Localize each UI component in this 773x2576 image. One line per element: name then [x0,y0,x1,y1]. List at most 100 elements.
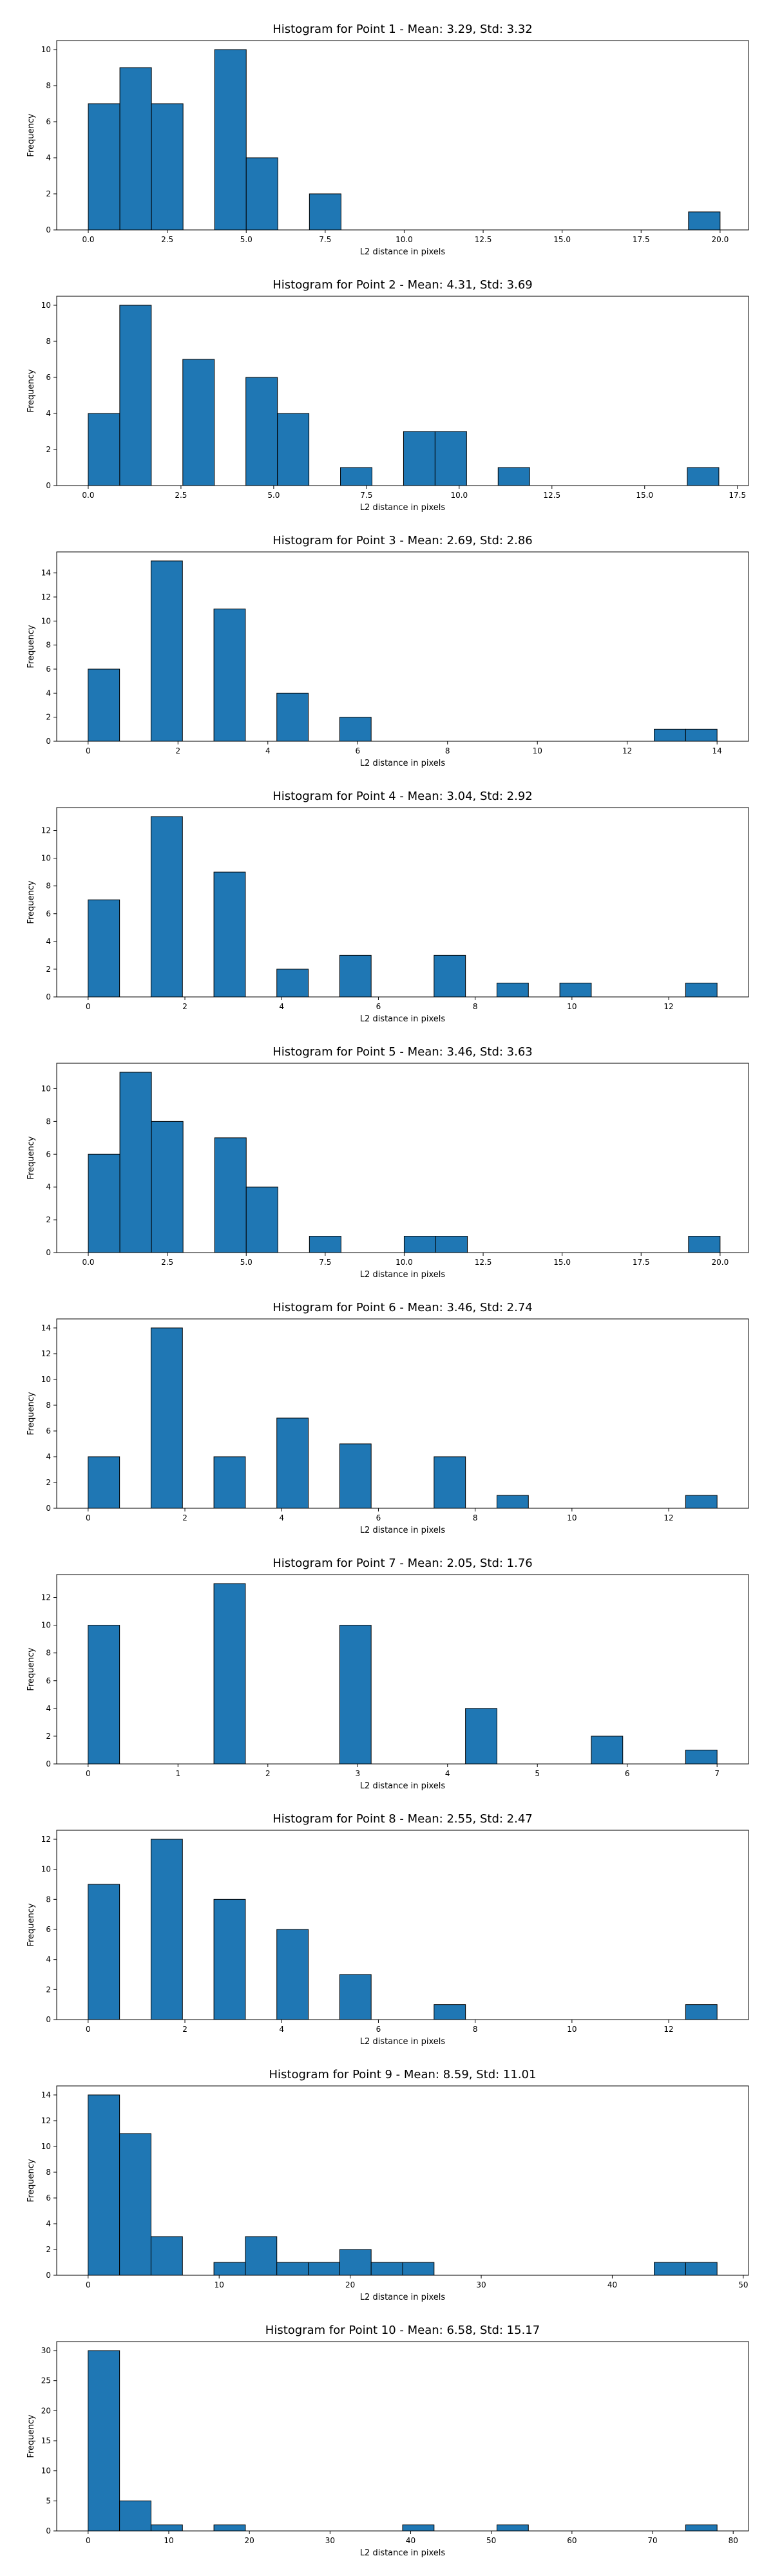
histogram-bar [559,982,592,998]
y-tick-label: 10 [41,1084,51,1093]
y-tick-label: 4 [46,1704,51,1713]
x-tick-label: 0 [86,1002,91,1011]
histogram-bar [497,467,530,486]
x-tick-label: 4 [265,746,271,755]
histogram-bar [496,2524,529,2532]
x-tick-label: 2 [182,1513,187,1522]
histogram-bar [119,305,152,486]
y-tick-label: 6 [46,2193,51,2202]
y-tick-label: 12 [41,1349,51,1358]
y-tick-label: 10 [41,1375,51,1384]
x-tick-label: 10.0 [396,1258,413,1267]
y-axis-label: Frequency [26,1903,36,1946]
histogram-bar [496,1495,529,1509]
x-tick-label: 17.5 [729,491,746,500]
x-tick-label: 12.5 [543,491,560,500]
plot-frame [56,2085,749,2276]
histogram-bar [88,1884,120,2020]
y-tick-label: 12 [41,2116,51,2125]
y-tick-label: 10 [41,1865,51,1874]
x-axis-label: L2 distance in pixels [360,247,446,257]
y-tick-label: 0 [46,2271,51,2280]
x-tick-label: 15.0 [636,491,653,500]
histogram-bar [340,467,372,486]
x-tick-label: 7.5 [360,491,372,500]
y-tick-label: 8 [46,1117,51,1126]
x-tick-label: 10 [164,2536,173,2545]
histogram-bar [654,2262,686,2276]
chart-title: Histogram for Point 8 - Mean: 2.55, Std:… [272,1812,533,1826]
histogram-bar [245,377,278,486]
histogram-bar [339,2249,372,2276]
plot-frame [56,551,749,742]
y-tick-label: 20 [41,2406,51,2415]
y-tick-label: 0 [46,1248,51,1257]
histogram-panel-6: Histogram for Point 6 - Mean: 3.46, Std:… [26,1301,749,1535]
chart-title: Histogram for Point 10 - Mean: 6.58, Std… [265,2324,540,2337]
bars [88,1583,718,1765]
plot-frame [56,296,749,486]
x-tick-label: 10.0 [396,235,413,244]
y-tick-label: 0 [46,1759,51,1768]
histogram-bar [245,1186,278,1253]
x-tick-label: 0 [86,1769,91,1778]
histogram-bar [214,1137,247,1253]
histogram-bar [151,103,184,231]
histogram-bar [276,2262,309,2276]
y-tick-label: 8 [46,2168,51,2177]
y-axis-label: Frequency [26,625,36,668]
histogram-bar [150,2236,183,2276]
histogram-bar [434,2004,466,2020]
histogram-bar [88,899,120,998]
x-axis-label: L2 distance in pixels [360,1014,446,1024]
x-tick-label: 4 [445,1769,450,1778]
y-tick-label: 0 [46,992,51,1001]
x-tick-label: 6 [376,2025,381,2034]
y-tick-label: 0 [46,225,51,234]
x-tick-label: 2 [182,2025,187,2034]
y-tick-label: 0 [46,737,51,746]
x-tick-label: 15.0 [553,235,571,244]
y-tick-label: 4 [46,1955,51,1964]
x-tick-label: 30 [325,2536,335,2545]
y-tick-label: 14 [41,569,51,578]
histogram-bar [370,2262,403,2276]
y-tick-label: 2 [46,1478,51,1487]
bars [88,2094,718,2276]
x-tick-label: 20.0 [712,235,729,244]
x-tick-label: 50 [486,2536,496,2545]
y-tick-label: 12 [41,592,51,601]
bars [88,1839,718,2020]
x-tick-label: 2.5 [161,1258,173,1267]
histogram-bar [245,2236,278,2276]
y-tick-label: 12 [41,1593,51,1602]
x-tick-label: 40 [406,2536,415,2545]
x-tick-label: 7.5 [319,235,331,244]
x-axis-label: L2 distance in pixels [360,759,446,768]
y-tick-label: 4 [46,2219,51,2228]
y-tick-label: 10 [41,616,51,625]
x-tick-label: 12 [663,1513,673,1522]
x-tick-label: 0 [86,1513,91,1522]
histogram-bar [213,1456,246,1509]
chart-title: Histogram for Point 5 - Mean: 3.46, Std:… [272,1045,533,1059]
histogram-panel-1: Histogram for Point 1 - Mean: 3.29, Std:… [26,23,749,257]
x-tick-label: 10 [533,746,542,755]
chart-title: Histogram for Point 4 - Mean: 3.04, Std:… [272,790,533,803]
chart-title: Histogram for Point 7 - Mean: 2.05, Std:… [272,1557,533,1570]
histogram-bar [88,413,120,486]
x-tick-label: 0.0 [82,235,94,244]
y-axis-label: Frequency [26,1647,36,1690]
x-tick-label: 10 [215,2280,224,2289]
x-tick-label: 5.0 [267,491,280,500]
x-tick-label: 2 [265,1769,271,1778]
histogram-panel-8: Histogram for Point 8 - Mean: 2.55, Std:… [26,1812,749,2047]
histogram-bar [339,954,372,998]
x-tick-label: 2.5 [161,235,173,244]
x-axis-label: L2 distance in pixels [360,2548,446,2558]
y-tick-label: 0 [46,481,51,490]
y-axis-label: Frequency [26,1136,36,1179]
histogram-bar [213,1899,246,2020]
x-axis-label: L2 distance in pixels [360,503,446,513]
